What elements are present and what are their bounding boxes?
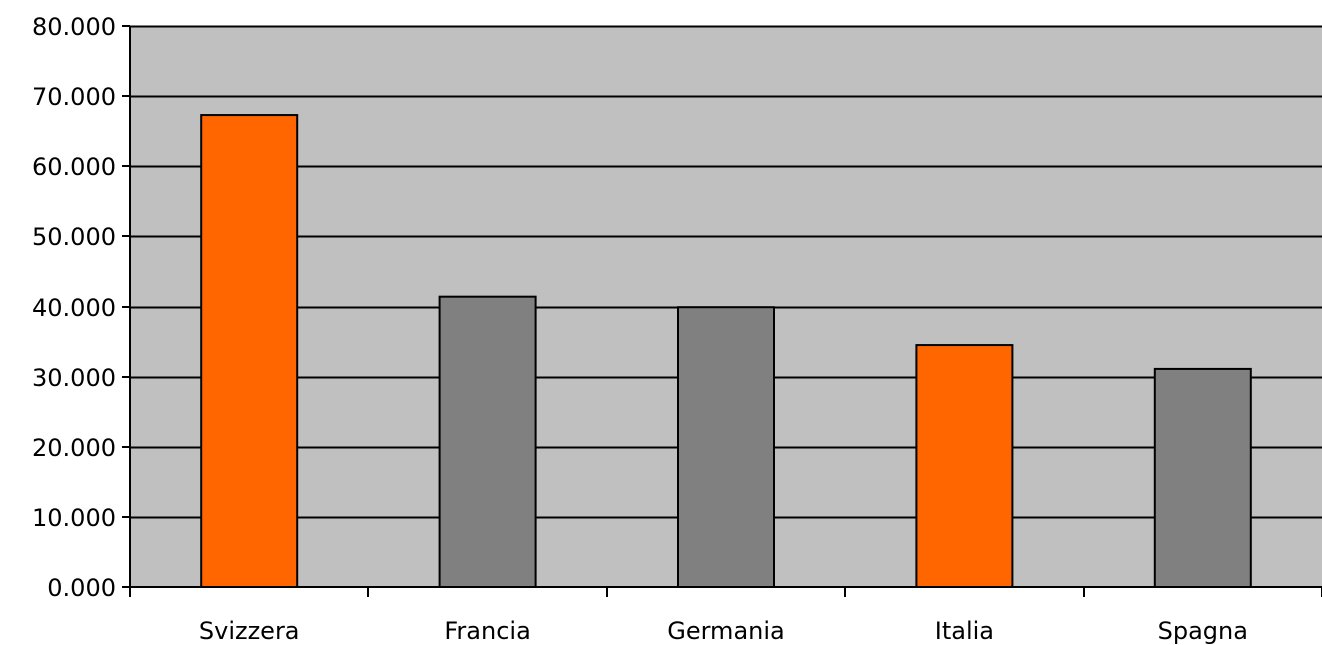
x-tick-label: Francia bbox=[444, 617, 530, 645]
y-tick-label: 80.000 bbox=[32, 13, 116, 41]
x-tick-label: Italia bbox=[935, 617, 994, 645]
y-tick-label: 30.000 bbox=[32, 364, 116, 392]
y-tick-label: 20.000 bbox=[32, 434, 116, 462]
bar-italia bbox=[915, 344, 1014, 588]
y-tick-label: 10.000 bbox=[32, 504, 116, 532]
bar-svizzera bbox=[200, 114, 299, 588]
y-tick-label: 0.000 bbox=[47, 574, 116, 602]
bar-francia bbox=[438, 295, 537, 588]
bar-spagna bbox=[1153, 367, 1252, 588]
y-tick-label: 70.000 bbox=[32, 83, 116, 111]
y-tick-label: 40.000 bbox=[32, 294, 116, 322]
y-tick-label: 50.000 bbox=[32, 223, 116, 251]
x-tick-label: Svizzera bbox=[199, 617, 300, 645]
x-tick-label: Germania bbox=[667, 617, 784, 645]
x-tick-label: Spagna bbox=[1158, 617, 1248, 645]
bar-germania bbox=[677, 306, 775, 588]
y-tick-label: 60.000 bbox=[32, 153, 116, 181]
